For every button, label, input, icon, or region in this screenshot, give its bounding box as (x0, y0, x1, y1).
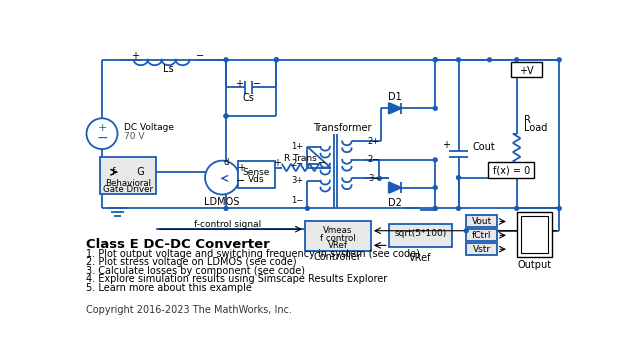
Text: −: − (236, 176, 246, 186)
Circle shape (457, 58, 461, 62)
Circle shape (205, 161, 239, 195)
Text: 2−: 2− (368, 155, 380, 164)
Text: 3. Calculate losses by component (see code): 3. Calculate losses by component (see co… (86, 266, 306, 276)
Circle shape (558, 58, 561, 62)
Circle shape (433, 206, 437, 210)
Text: +V: +V (519, 66, 534, 76)
Circle shape (224, 58, 228, 62)
Text: Gate Driver: Gate Driver (103, 185, 153, 193)
Circle shape (224, 206, 228, 210)
Bar (100, 157, 156, 194)
Text: Cout: Cout (472, 142, 495, 152)
Text: 2−: 2− (291, 159, 304, 168)
Text: −: − (96, 131, 108, 145)
Text: 1+: 1+ (291, 142, 304, 151)
Text: +: + (235, 79, 243, 89)
Text: D2: D2 (388, 198, 402, 208)
Text: f-control signal: f-control signal (194, 220, 261, 229)
Circle shape (86, 118, 118, 149)
Text: 4. Explore simulation results using Simscape Results Explorer: 4. Explore simulation results using Sims… (86, 274, 387, 284)
Polygon shape (389, 182, 401, 193)
Text: 3+: 3+ (291, 176, 304, 185)
Circle shape (306, 206, 309, 210)
Text: Load: Load (524, 122, 547, 132)
Circle shape (457, 206, 461, 210)
Text: +: + (237, 162, 244, 172)
Text: Vstr: Vstr (472, 245, 491, 254)
Bar (488, 162, 534, 177)
Text: R: R (524, 115, 531, 125)
Text: VRef: VRef (328, 241, 348, 250)
Text: f       G: f G (112, 167, 145, 177)
Text: 2+: 2+ (368, 137, 380, 146)
Text: Copyright 2016-2023 The MathWorks, Inc.: Copyright 2016-2023 The MathWorks, Inc. (86, 305, 292, 315)
Circle shape (433, 106, 437, 110)
Text: Class E DC-DC Converter: Class E DC-DC Converter (86, 238, 270, 251)
Text: VRef: VRef (410, 253, 432, 263)
Text: f control: f control (320, 234, 355, 243)
Bar (466, 229, 497, 241)
Text: Ls: Ls (163, 64, 174, 74)
Text: 3−: 3− (368, 174, 380, 183)
Text: LDMOS: LDMOS (205, 197, 240, 207)
Circle shape (515, 58, 518, 62)
Text: Controller: Controller (314, 252, 362, 262)
Polygon shape (389, 103, 401, 114)
Text: sqrt(5*100): sqrt(5*100) (394, 229, 447, 238)
Circle shape (275, 58, 278, 62)
Text: fCtrl: fCtrl (472, 231, 491, 240)
Circle shape (515, 206, 518, 210)
Text: 1. Plot output voltage and switching frequency in system (see code): 1. Plot output voltage and switching fre… (86, 249, 420, 259)
Text: Sense: Sense (243, 168, 270, 177)
Circle shape (433, 186, 437, 190)
Text: R Trans: R Trans (284, 154, 317, 163)
Text: 2. Plot stress voltage on LDMOS (see code): 2. Plot stress voltage on LDMOS (see cod… (86, 257, 297, 267)
Bar (511, 62, 542, 77)
Text: D1: D1 (388, 92, 402, 102)
Text: +: + (442, 140, 450, 150)
Text: +: + (131, 51, 139, 61)
Bar (509, 351, 515, 357)
Text: −: − (197, 51, 205, 61)
Text: +: + (273, 158, 281, 168)
Circle shape (377, 176, 381, 180)
Bar (305, 221, 371, 251)
Text: Vout: Vout (472, 217, 492, 226)
Bar (517, 212, 553, 257)
Bar (389, 224, 452, 247)
Circle shape (488, 58, 491, 62)
Text: −: − (253, 79, 261, 89)
Text: +: + (97, 123, 106, 133)
Text: f(x) = 0: f(x) = 0 (493, 166, 530, 176)
Text: −: − (318, 158, 326, 168)
Bar (238, 161, 275, 187)
Circle shape (433, 158, 437, 162)
Text: 70 V: 70 V (123, 131, 144, 141)
Text: Vmeas: Vmeas (323, 226, 352, 235)
Circle shape (224, 114, 228, 118)
Text: 1−: 1− (291, 196, 304, 205)
Circle shape (558, 206, 561, 210)
Text: Output: Output (517, 260, 551, 270)
Text: 5. Learn more about this example: 5. Learn more about this example (86, 283, 253, 293)
Text: Behavioral: Behavioral (105, 179, 151, 188)
Circle shape (464, 229, 468, 233)
Text: d: d (223, 159, 229, 167)
Bar (466, 243, 497, 255)
Text: Transformer: Transformer (313, 122, 372, 132)
Circle shape (433, 206, 437, 210)
Bar (466, 215, 497, 227)
Bar (521, 216, 548, 253)
Text: Cs: Cs (243, 93, 255, 103)
Circle shape (457, 176, 461, 180)
Circle shape (275, 58, 278, 62)
Circle shape (433, 58, 437, 62)
Text: DC Voltage: DC Voltage (123, 123, 174, 132)
Text: Vds: Vds (248, 175, 265, 183)
Circle shape (224, 114, 228, 118)
Circle shape (433, 58, 437, 62)
